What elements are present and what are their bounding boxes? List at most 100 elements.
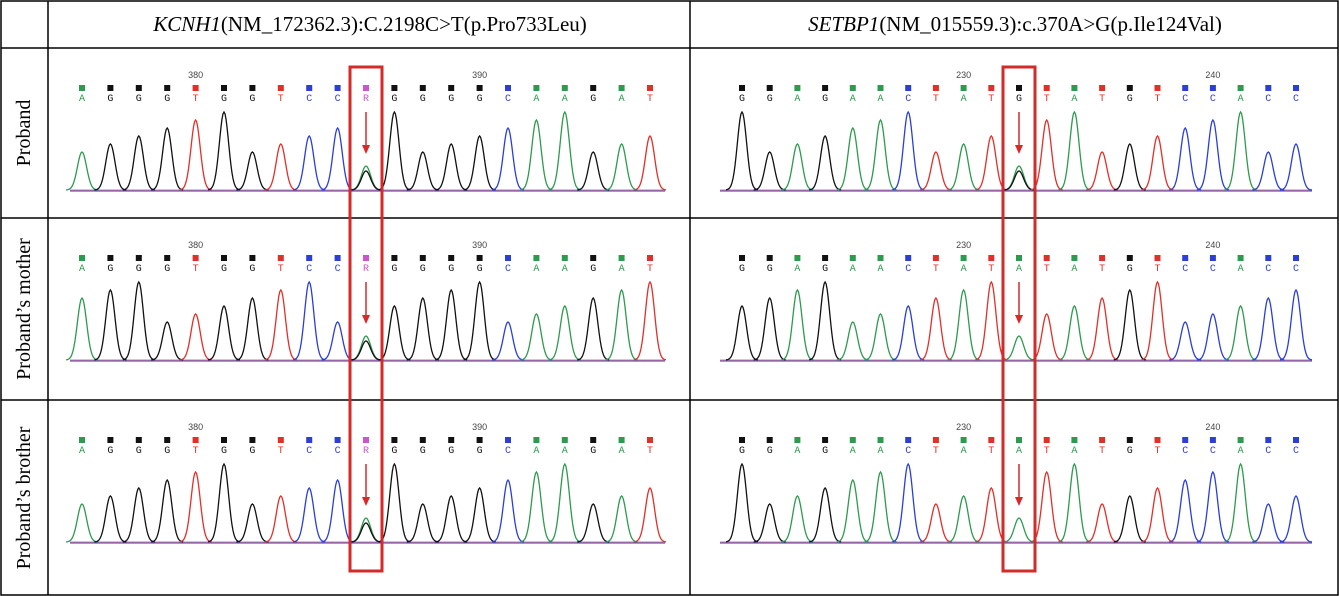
base-call: T [1044,94,1050,105]
base-marker [767,437,773,443]
base-call: G [420,446,426,457]
base-call: T [988,446,994,457]
base-call: G [391,94,397,105]
base-call: A [850,264,856,275]
base-call: C [1265,446,1271,457]
chromatogram-peak [1169,480,1201,542]
base-marker [221,437,227,443]
base-call: C [306,446,312,457]
base-marker [136,437,142,443]
base-marker [221,255,227,261]
base-call: A [619,446,625,457]
base-marker [794,437,800,443]
variant: (NM_172362.3):C.2198C>T(p.Pro733Leu) [221,12,587,36]
base-marker [767,255,773,261]
gene-name: SETBP1 [808,12,879,36]
base-call: C [335,264,341,275]
chromatogram-peak [350,171,382,190]
base-marker [1099,437,1105,443]
base-call: G [1127,94,1133,105]
base-call: T [193,446,199,457]
base-marker [1265,255,1271,261]
chromatogram-peak [350,341,382,360]
chromatogram-peak [1086,504,1118,542]
base-call: G [107,446,113,457]
chromatogram-peak [726,306,758,360]
chromatogram-peak [520,314,552,360]
base-call: G [448,264,454,275]
base-call: G [221,446,227,457]
chromatogram-peak [265,496,297,542]
base-call: G [136,446,142,457]
base-call: G [164,446,170,457]
base-marker [278,255,284,261]
base-call: C [335,94,341,105]
base-marker [193,437,199,443]
base-call: G [391,446,397,457]
base-call: R [363,446,369,457]
base-call: G [739,94,745,105]
base-call: G [249,264,255,275]
base-marker [905,255,911,261]
chromatogram-peak [920,504,952,542]
base-marker [767,85,773,91]
base-call: C [505,446,511,457]
base-call: T [647,94,653,105]
base-call: T [1099,264,1105,275]
base-call: C [905,94,911,105]
base-marker [1182,255,1188,261]
chromatogram-peak [920,152,952,190]
base-call: T [1154,264,1160,275]
base-marker [79,437,85,443]
base-call: G [448,446,454,457]
row-label: Proband’s brother [13,426,35,569]
chromatogram-peak [809,136,841,190]
chromatogram-peak [1280,144,1312,190]
chromatogram-peak [66,152,98,190]
base-marker [1071,437,1077,443]
base-call: A [877,94,883,105]
base-marker [1238,85,1244,91]
chromatogram-peak [151,128,183,190]
base-marker [306,85,312,91]
base-marker [1238,255,1244,261]
base-call: G [767,446,773,457]
base-call: A [1016,264,1022,275]
base-marker [961,437,967,443]
base-call: A [79,446,85,457]
base-call: G [249,446,255,457]
chromatogram-peak [1058,306,1090,360]
chromatogram-peak [948,496,980,542]
base-marker [420,255,426,261]
chromatogram-peak [94,290,126,360]
base-marker [193,255,199,261]
chromatogram-peak [1114,496,1146,542]
chromatogram-peak [781,496,813,542]
base-marker [335,437,341,443]
base-marker [306,437,312,443]
base-marker [822,255,828,261]
base-marker [822,437,828,443]
base-call: G [391,264,397,275]
base-marker [477,85,483,91]
base-marker [619,85,625,91]
base-marker [391,437,397,443]
base-call: T [933,94,939,105]
base-call: T [1099,94,1105,105]
chromatogram-peak [492,480,524,542]
base-marker [1265,85,1271,91]
position-number: 240 [1205,70,1220,80]
base-call: A [562,94,568,105]
base-marker [590,437,596,443]
position-number: 390 [472,422,487,432]
chromatogram-peak [94,144,126,190]
chromatogram-peak [293,136,325,190]
base-call: T [647,446,653,457]
base-call: T [1154,446,1160,457]
base-call: G [739,264,745,275]
chromatogram-peak [407,152,439,190]
base-marker [136,85,142,91]
chromatogram-peak [520,472,552,542]
chromatogram-peak [1252,504,1284,542]
base-marker [1127,85,1133,91]
